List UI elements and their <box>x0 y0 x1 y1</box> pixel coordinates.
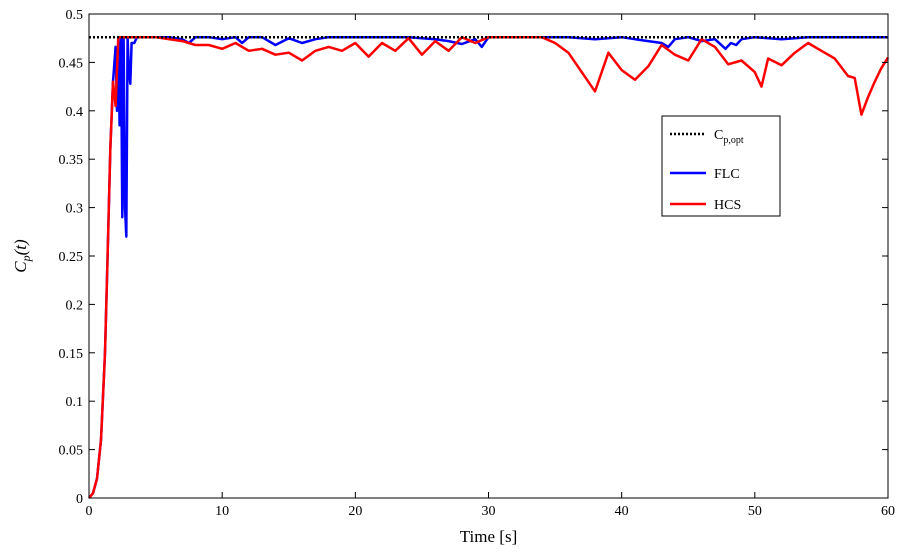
y-tick-label: 0.05 <box>59 444 84 459</box>
legend-label-hcs: HCS <box>714 198 741 213</box>
y-tick-label: 0.4 <box>66 105 84 120</box>
legend: Cp,opt FLC HCS <box>661 115 781 217</box>
x-tick-label: 40 <box>615 504 629 519</box>
x-tick-label: 60 <box>881 504 895 519</box>
x-tick-label: 50 <box>748 504 762 519</box>
y-tick-label: 0.25 <box>59 250 84 265</box>
series-line-hcs <box>88 35 890 499</box>
x-tick-label: 30 <box>482 504 496 519</box>
legend-label-flc: FLC <box>714 167 740 182</box>
y-axis-title-sub: p <box>19 255 33 262</box>
y-tick-label: 0.15 <box>59 347 84 362</box>
y-tick-label: 0 <box>76 492 83 507</box>
legend-box <box>661 115 781 217</box>
legend-label-cp-opt-sub: p,opt <box>723 135 744 146</box>
y-axis-title: Cp(t) <box>11 239 33 273</box>
y-tick-label: 0.2 <box>66 298 84 313</box>
ticks-layer: 0 10 20 30 40 50 60 0 0.05 0.1 0.15 0.2 0.25 0.3 0.35 0… <box>59 8 896 519</box>
series-layer <box>88 35 890 499</box>
y-tick-label: 0.5 <box>66 8 84 23</box>
legend-label-cp-opt: Cp,opt <box>714 128 744 146</box>
x-tick-label: 10 <box>215 504 229 519</box>
y-tick-label: 0.1 <box>66 395 84 410</box>
x-tick-label: 20 <box>348 504 362 519</box>
legend-label-cp-opt-main: C <box>714 128 723 143</box>
x-tick-label: 0 <box>86 504 93 519</box>
y-axis-title-main: C <box>11 261 30 273</box>
x-axis-title: Time [s] <box>460 527 517 546</box>
y-tick-label: 0.3 <box>66 202 84 217</box>
y-axis-title-rest: (t) <box>11 239 30 255</box>
y-tick-label: 0.35 <box>59 153 84 168</box>
y-tick-label: 0.45 <box>59 56 84 71</box>
